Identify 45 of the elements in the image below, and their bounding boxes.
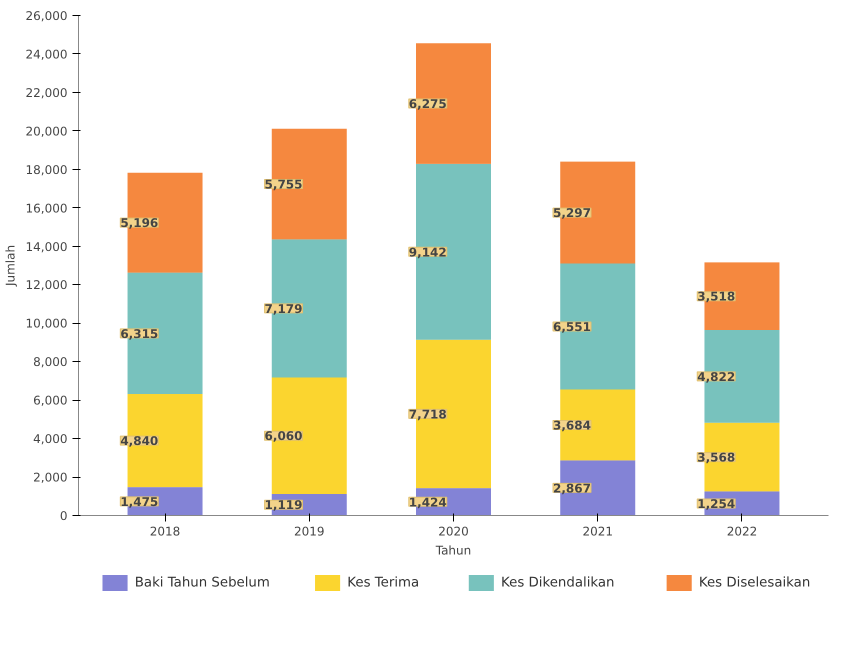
y-axis-title: Jumlah bbox=[4, 244, 18, 288]
data-label: 6,315 bbox=[120, 326, 158, 341]
data-label: 5,297 bbox=[553, 206, 591, 220]
data-label: 5,755 bbox=[264, 178, 303, 192]
y-tick-label: 16,000 bbox=[26, 201, 68, 216]
data-label: 2,867 bbox=[553, 481, 591, 496]
x-axis-title: Tahun bbox=[434, 544, 472, 558]
data-label: 6,275 bbox=[408, 97, 447, 112]
data-label: 9,142 bbox=[408, 245, 447, 260]
x-tick-label: 2021 bbox=[582, 524, 614, 538]
y-tick-label: 2,000 bbox=[33, 470, 68, 485]
data-label: 7,718 bbox=[408, 407, 447, 422]
y-tick-label: 10,000 bbox=[26, 316, 68, 331]
data-label: 6,551 bbox=[553, 320, 591, 334]
data-label: 4,840 bbox=[120, 434, 158, 448]
legend-label: Baki Tahun Sebelum bbox=[134, 576, 270, 590]
data-label: 1,119 bbox=[264, 498, 303, 512]
data-label: 4,822 bbox=[697, 370, 736, 384]
y-tick-label: 20,000 bbox=[26, 124, 68, 138]
x-tick-label: 2022 bbox=[726, 524, 758, 538]
data-label: 3,518 bbox=[697, 290, 736, 304]
y-tick-label: 0 bbox=[60, 509, 68, 523]
data-label: 3,684 bbox=[553, 418, 591, 432]
data-label: 7,179 bbox=[264, 302, 303, 316]
y-tick-label: 8,000 bbox=[33, 355, 68, 370]
legend-label: Kes Dikendalikan bbox=[501, 576, 615, 590]
data-label: 1,424 bbox=[408, 495, 447, 510]
y-tick-label: 26,000 bbox=[26, 9, 68, 23]
y-tick-label: 14,000 bbox=[26, 240, 68, 254]
data-label: 3,568 bbox=[697, 450, 736, 465]
legend-label: Kes Diselesaikan bbox=[698, 576, 810, 590]
data-label: 5,196 bbox=[120, 216, 158, 230]
y-tick-label: 4,000 bbox=[33, 432, 68, 446]
x-tick-label: 2018 bbox=[150, 524, 180, 538]
y-tick-label: 22,000 bbox=[26, 86, 68, 100]
data-label: 1,254 bbox=[697, 496, 736, 511]
data-label: 6,060 bbox=[264, 429, 303, 444]
y-tick-label: 6,000 bbox=[33, 394, 68, 408]
y-tick-label: 12,000 bbox=[26, 278, 68, 292]
x-tick-label: 2019 bbox=[294, 524, 325, 538]
y-tick-label: 18,000 bbox=[26, 162, 68, 177]
legend-label: Kes Terima bbox=[347, 576, 420, 590]
data-label: 1,475 bbox=[120, 494, 158, 509]
y-tick-label: 24,000 bbox=[26, 47, 68, 62]
x-tick-label: 2020 bbox=[438, 524, 469, 538]
